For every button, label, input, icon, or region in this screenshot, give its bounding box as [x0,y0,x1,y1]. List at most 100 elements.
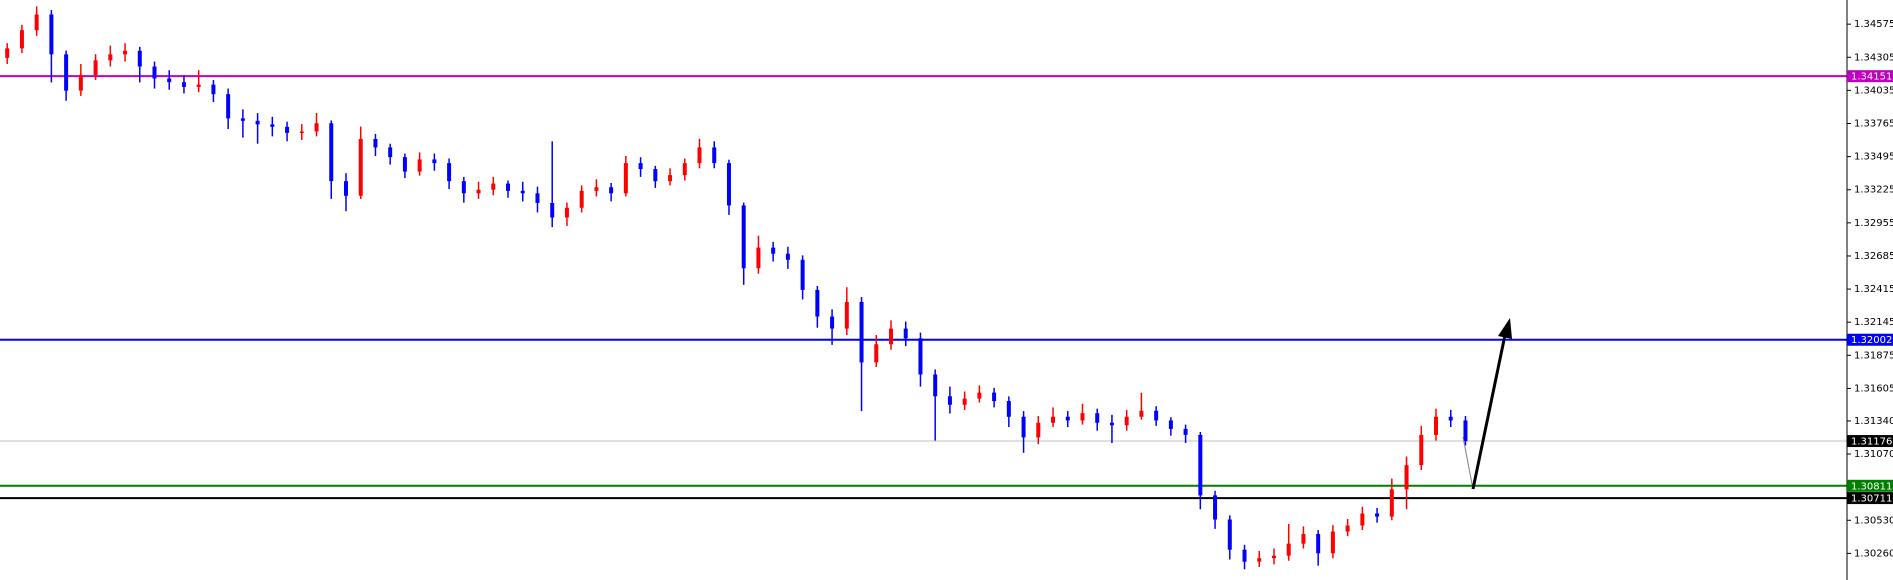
y-tick-label: 1.32415 [1854,284,1893,295]
candle-body [285,126,290,133]
candle-body [226,94,231,119]
level-tag [1847,479,1893,492]
candle-body [1271,555,1276,559]
candle-body [1389,489,1394,517]
candle-body [903,328,908,339]
candle-body [1419,434,1424,466]
y-tick-label: 1.33225 [1854,185,1893,196]
candle-body [402,157,407,172]
candle-body [535,193,540,203]
candle-body [1080,413,1085,421]
candle-body [358,138,363,196]
candle-body [609,187,614,194]
candle-body [1301,534,1306,544]
candle-body [1345,525,1350,532]
y-tick-label: 1.34575 [1854,19,1893,30]
candle-body [1257,558,1262,562]
y-tick-label: 1.32145 [1854,317,1893,328]
candle-body [844,301,849,329]
y-tick-label: 1.34305 [1854,52,1893,63]
candle-body [638,163,643,170]
candle-body [697,147,702,164]
candle-body [1316,534,1321,554]
candle-body [270,124,275,127]
candle-body [594,187,599,191]
candle-body [815,289,820,317]
y-tick-label: 1.30260 [1854,548,1893,559]
candle-body [962,398,967,405]
candle-body [196,84,201,87]
candle-body [123,50,128,55]
annotation [1462,318,1512,490]
candle-body [506,183,511,191]
candle-body [1213,495,1218,520]
candle-body [1006,401,1011,417]
candle-body [108,54,113,61]
y-tick-label: 1.32685 [1854,251,1893,262]
candle-body [1242,549,1247,562]
candle-body [314,123,319,132]
y-tick-label: 1.34035 [1854,85,1893,96]
candle-body [447,163,452,182]
candle-body [388,147,393,158]
level-label: 1.32002 [1851,335,1892,346]
candle-body [240,118,245,121]
candle-body [947,396,952,405]
candle-body [1095,413,1100,423]
candle-body [491,183,496,190]
candle-body [785,253,790,260]
candle-body [211,84,216,95]
candle-body [299,131,304,133]
candle-body [859,301,864,363]
candle-body [1227,519,1232,550]
candle-body [756,247,761,269]
candle-body [1463,420,1468,442]
y-tick-label: 1.31070 [1854,449,1893,460]
candle-body [1360,513,1365,526]
candle-body [93,60,98,75]
candles [5,6,1468,570]
candle-body [34,14,39,31]
y-tick-label: 1.33765 [1854,119,1893,130]
level-tag [1847,492,1893,505]
candle-body [5,48,10,58]
candle-body [417,159,422,172]
level-label: 1.31176 [1851,437,1892,448]
candle-body [668,175,673,182]
candle-body [1109,422,1114,426]
levels [0,75,1847,500]
candle-body [461,181,466,194]
candle-body [1375,513,1380,517]
level-tag [1847,70,1893,83]
projection-arrow [1471,334,1507,490]
candle-body [1198,434,1203,496]
y-tick-label: 1.32955 [1854,218,1893,229]
candle-body [1448,416,1453,421]
y-tick-label: 1.31605 [1854,383,1893,394]
level-label: 1.30811 [1851,481,1892,492]
candle-body [1434,416,1439,435]
candle-body [1183,428,1188,435]
y-tick-label: 1.30530 [1854,515,1893,526]
y-tick-label: 1.31340 [1854,416,1893,427]
candle-body [623,163,628,194]
candle-body [889,328,893,345]
candle-body [520,190,525,194]
y-tick-label: 1.31875 [1854,350,1893,361]
projection-line [1462,436,1474,490]
candle-body [373,138,378,148]
candle-body [800,259,805,290]
candle-body [579,190,584,208]
candle-body [167,78,172,83]
candle-body [564,207,569,218]
candle-body [343,181,348,196]
candle-body [1330,531,1335,554]
candle-body [682,163,687,176]
candle-body [1124,416,1129,426]
candle-body [1021,416,1026,438]
level-tag [1847,333,1893,346]
candle-body [181,82,186,87]
candle-body [1404,465,1409,490]
candle-body [476,189,481,194]
